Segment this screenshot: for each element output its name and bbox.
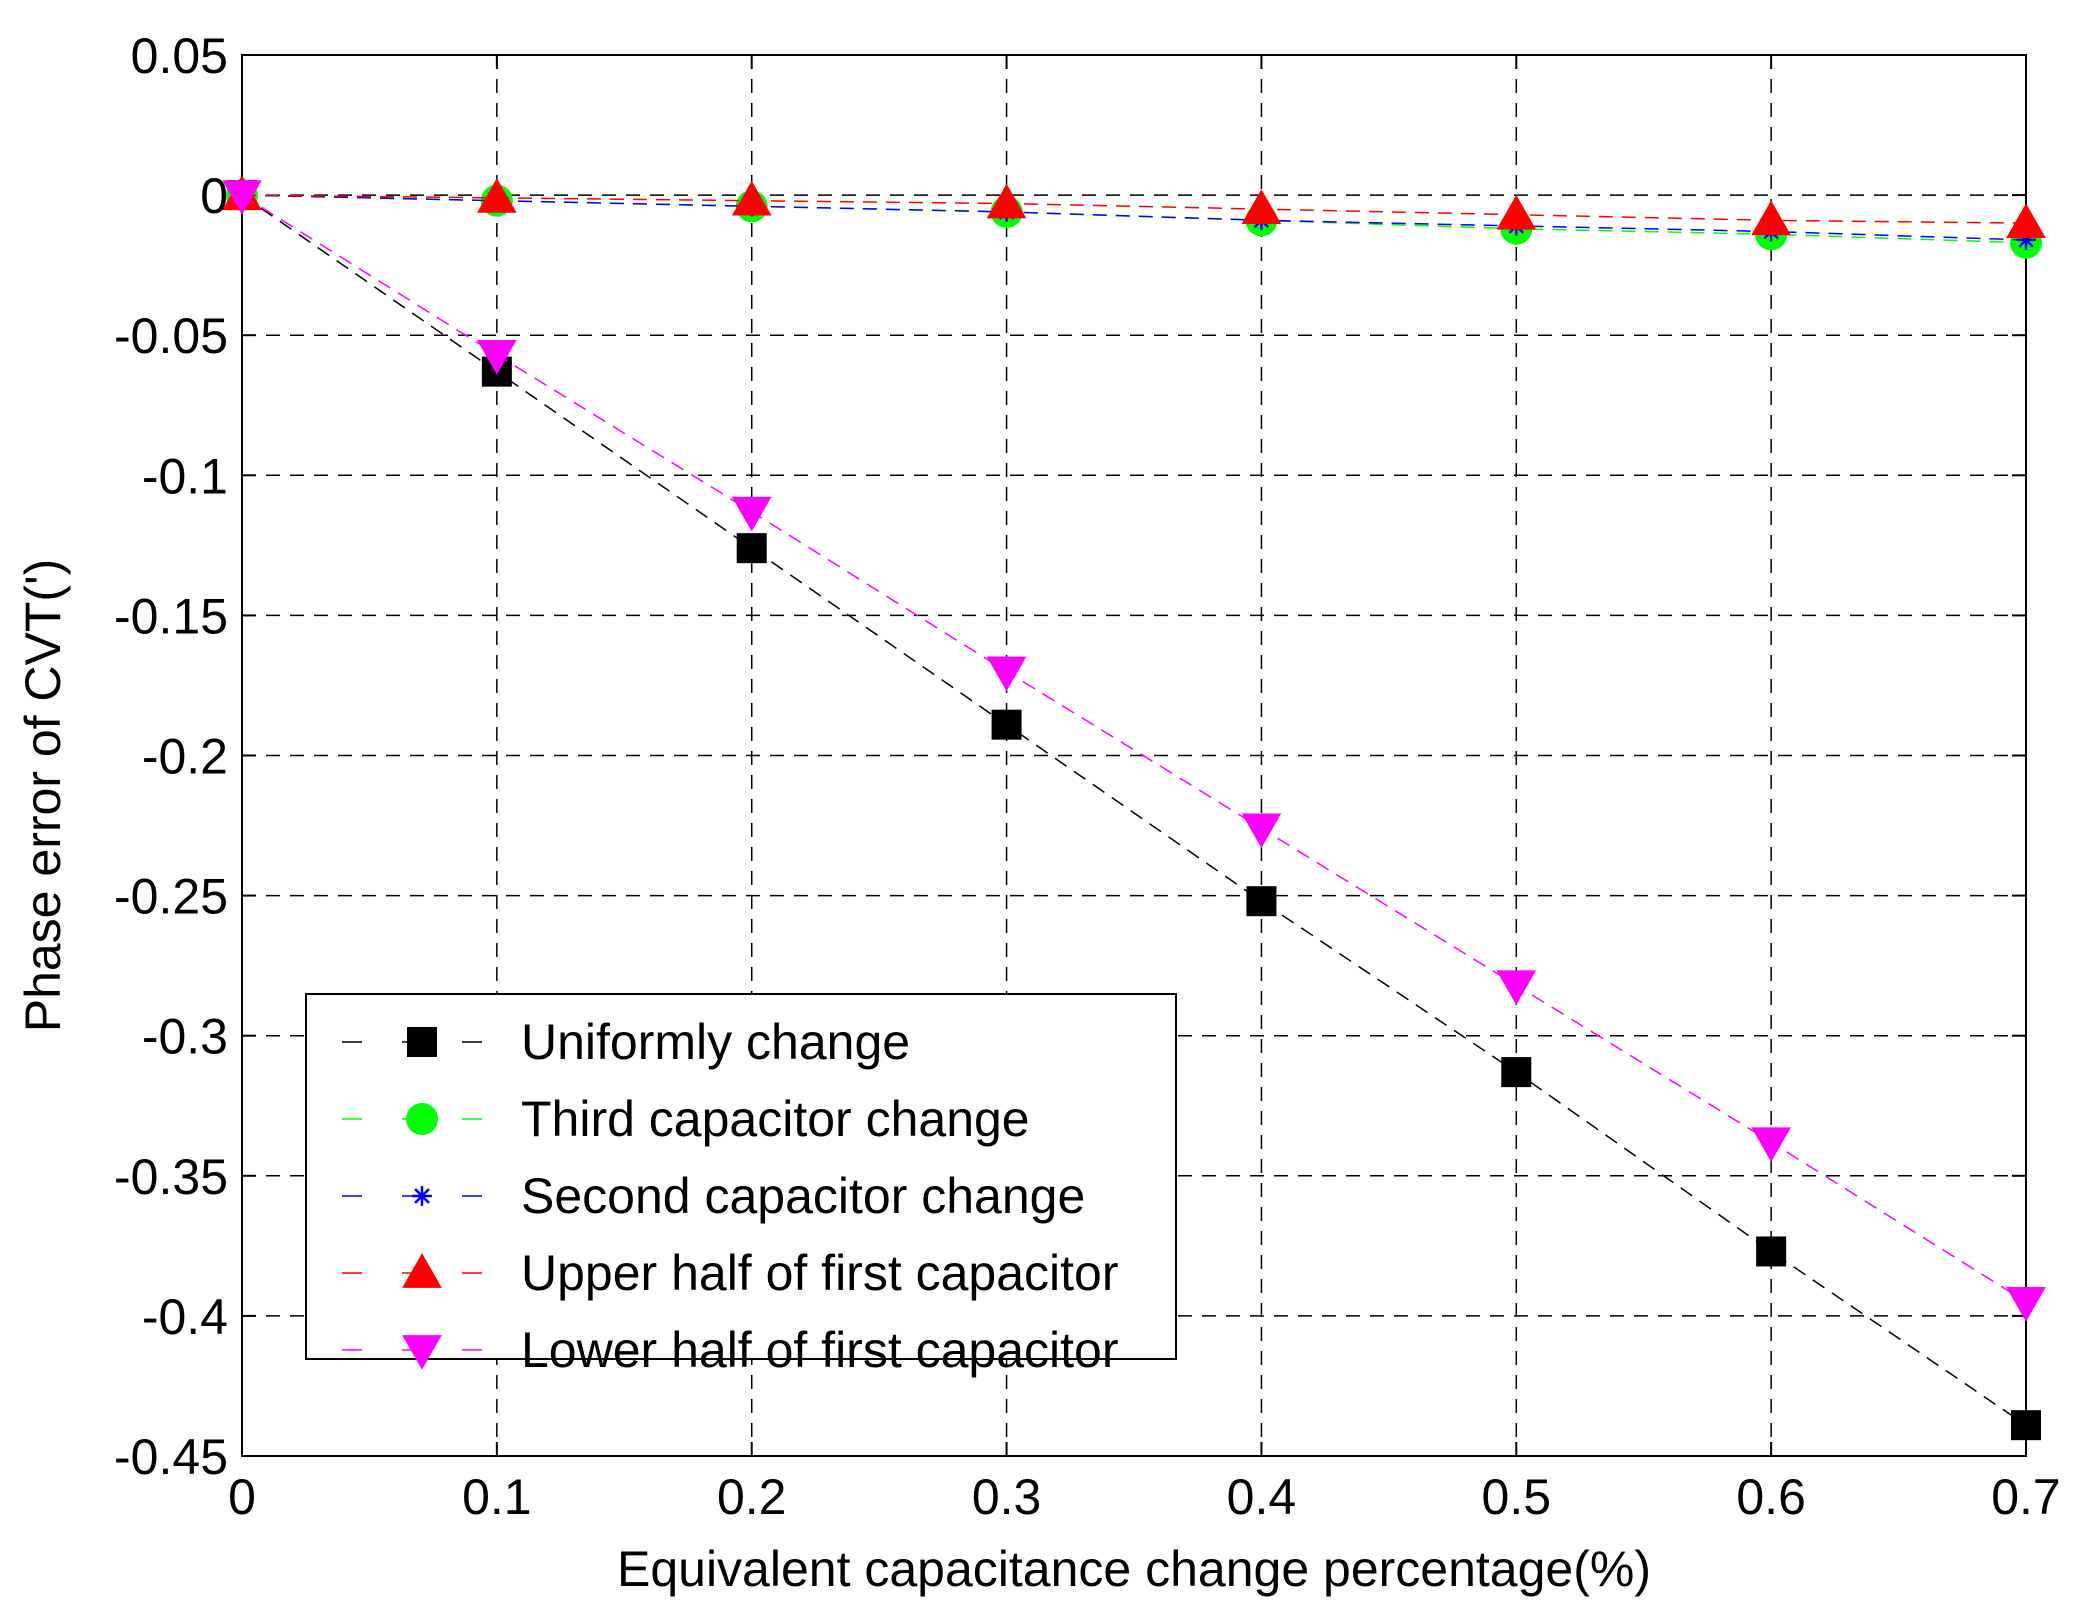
data-point	[1751, 1127, 1791, 1162]
data-point	[986, 656, 1027, 692]
legend-item: Second capacitor change	[342, 1168, 1085, 1224]
legend-item: Uniformly change	[342, 1014, 910, 1070]
data-point	[731, 180, 772, 216]
series-line	[241, 194, 2027, 1303]
series-line	[241, 194, 2027, 1426]
data-point	[222, 180, 262, 215]
y-tick-label: -0.05	[114, 308, 228, 364]
y-tick-label: -0.2	[142, 729, 228, 785]
legend-marker	[402, 1253, 442, 1288]
legend-label: Upper half of first capacitor	[521, 1245, 1119, 1301]
x-tick-label: 0.2	[717, 1469, 787, 1525]
legend-item: Third capacitor change	[342, 1091, 1030, 1147]
legend-label: Uniformly change	[521, 1014, 910, 1070]
data-point	[477, 339, 517, 375]
legend-marker	[412, 1186, 432, 1206]
legend-label: Third capacitor change	[521, 1091, 1030, 1147]
data-point	[2006, 1287, 2046, 1322]
series-4	[222, 180, 2046, 1322]
x-tick-label: 0.1	[462, 1469, 532, 1525]
data-point	[1756, 1236, 1787, 1267]
x-tick-label: 0.5	[1482, 1469, 1552, 1525]
legend: Uniformly change Third capacitor change Se…	[305, 993, 1177, 1378]
data-point	[2011, 1410, 2041, 1441]
y-axis-title: Phase error of CVT(')	[15, 559, 71, 1033]
data-point	[1241, 813, 1282, 849]
x-axis-title: Equivalent capacitance change percentage…	[617, 1541, 1651, 1597]
legend-marker	[407, 1027, 437, 1057]
x-tick-label: 0.4	[1227, 1469, 1297, 1525]
y-tick-label: -0.4	[142, 1289, 228, 1345]
y-tick-label: -0.35	[114, 1149, 228, 1205]
y-tick-label: -0.25	[114, 869, 228, 925]
legend-box	[305, 993, 1177, 1360]
y-tick-label: 0.05	[131, 28, 228, 84]
legend-marker	[402, 1335, 442, 1370]
legend-item: Upper half of first capacitor	[342, 1245, 1119, 1301]
axis-ticks: 0 0.1 0.2 0.3 0.4 0.5 0.6 0.7 0.05 0 -0.05 -0.1 -0.1…	[114, 28, 2061, 1525]
y-tick-label: 0	[200, 168, 228, 224]
data-point	[736, 533, 767, 564]
y-tick-label: -0.3	[142, 1009, 228, 1065]
data-point	[991, 709, 1022, 740]
data-point	[731, 496, 772, 532]
data-point	[1501, 1057, 1532, 1088]
y-tick-label: -0.45	[114, 1429, 228, 1485]
data-point	[2006, 203, 2046, 238]
data-point	[1496, 970, 1537, 1006]
data-point	[1751, 200, 1791, 236]
x-tick-label: 0.3	[972, 1469, 1042, 1525]
legend-label: Lower half of first capacitor	[521, 1322, 1119, 1378]
x-tick-label: 0.6	[1736, 1469, 1806, 1525]
data-point	[986, 183, 1027, 219]
x-tick-label: 0.7	[1991, 1469, 2061, 1525]
legend-item: Lower half of first capacitor	[342, 1322, 1119, 1378]
series-group	[222, 175, 2046, 1441]
legend-marker	[406, 1103, 438, 1135]
x-tick-label: 0	[228, 1469, 256, 1525]
data-point	[1246, 886, 1277, 917]
data-point	[1241, 189, 1282, 224]
data-point	[1496, 194, 1537, 230]
legend-label: Second capacitor change	[521, 1168, 1085, 1224]
y-tick-label: -0.15	[114, 588, 228, 644]
y-tick-label: -0.1	[142, 448, 228, 504]
data-point	[477, 178, 517, 213]
